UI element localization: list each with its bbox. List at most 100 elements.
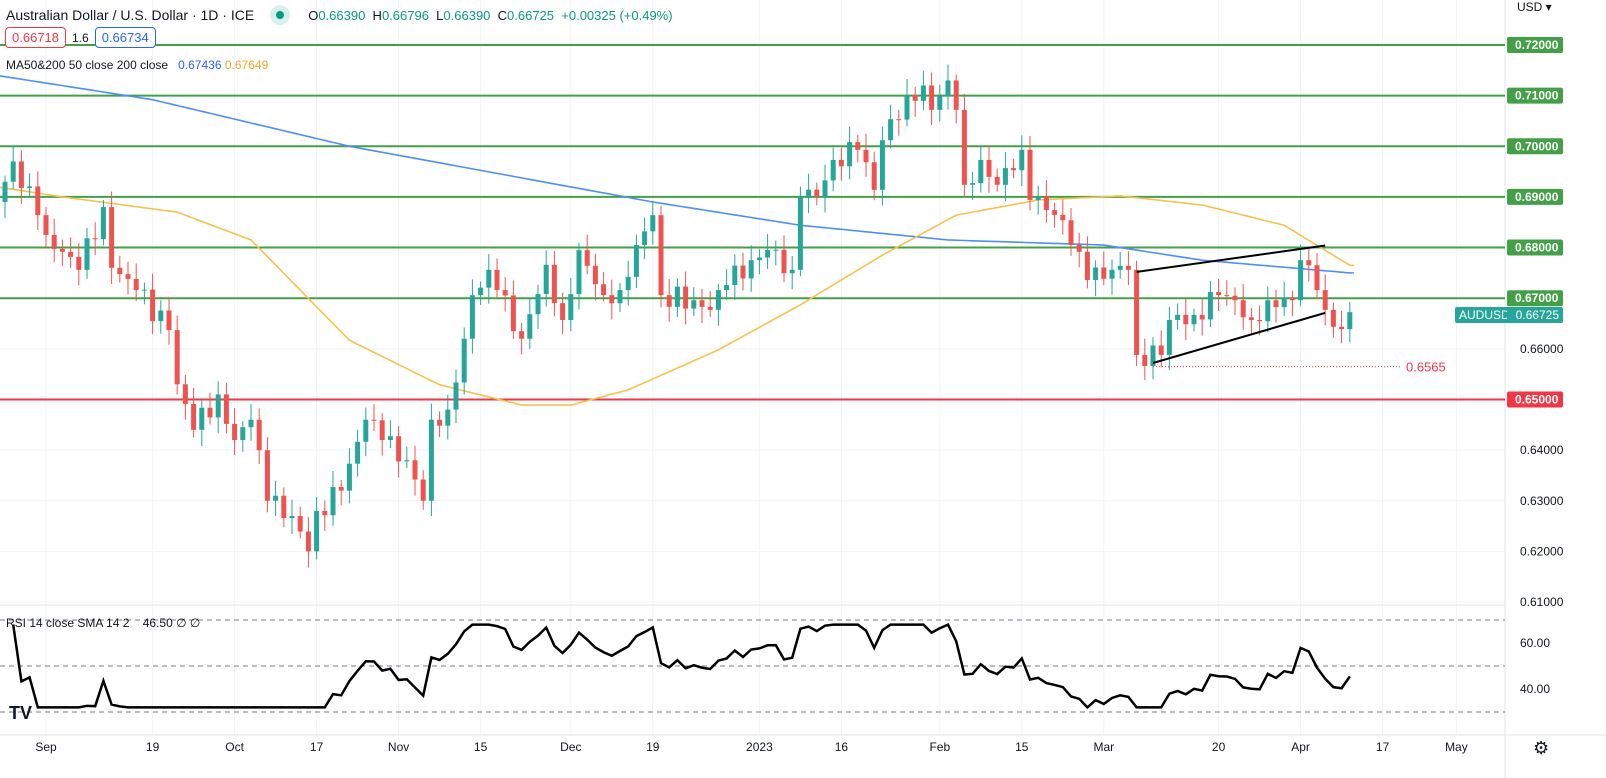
candle-body [371, 419, 377, 421]
candle-body [2, 181, 8, 202]
time-axis-label: 19 [146, 740, 160, 754]
rsi-legend[interactable]: RSI 14 close SMA 14 2 46.50 ∅ ∅ [6, 616, 200, 630]
price-axis-label: 0.64000 [1520, 443, 1564, 457]
candle-body [182, 384, 188, 404]
candle-body [1199, 314, 1205, 320]
support-label: 0.6565 [1406, 360, 1446, 375]
candle-body [387, 436, 393, 440]
candle-body [633, 245, 639, 277]
level-price-tag [1507, 188, 1563, 205]
candle-body [568, 294, 574, 320]
candle-body [756, 257, 762, 261]
candle-body [338, 487, 344, 491]
candle-body [264, 450, 270, 501]
candle-body [740, 265, 746, 279]
candle-body [158, 310, 164, 322]
candle-body [240, 427, 246, 440]
rsi-axis-label: 60.00 [1520, 636, 1550, 650]
candle-body [1060, 214, 1066, 221]
candle-body [76, 256, 82, 270]
time-axis-label: Feb [929, 740, 950, 754]
ma-label: MA50&200 50 close 200 close [6, 58, 169, 72]
candle-body [1330, 309, 1336, 327]
candle-body [683, 286, 689, 309]
time-axis-label: 15 [1015, 740, 1029, 754]
buy-button[interactable]: 0.66734 [94, 27, 156, 48]
level-price-label: 0.67000 [1515, 291, 1559, 305]
candle-body [92, 238, 98, 240]
tradingview-logo-icon[interactable]: TV [9, 703, 33, 723]
candle-body [797, 196, 803, 270]
candle-body [1207, 292, 1213, 320]
candle-body [404, 460, 410, 462]
candle-body [322, 510, 328, 516]
time-axis-label: May [1445, 740, 1468, 754]
candle-body [609, 295, 615, 304]
symbol-title[interactable]: Australian Dollar / U.S. Dollar · 1D · I… [6, 7, 255, 23]
candle-body [551, 264, 557, 304]
candle-body [174, 330, 180, 385]
candle-body [1076, 245, 1082, 252]
candle-body [715, 290, 721, 310]
candle-body [10, 161, 16, 182]
candle-body [601, 284, 607, 296]
candle-body [519, 331, 525, 339]
candle-body [1166, 319, 1172, 355]
candle-body [1142, 354, 1148, 366]
candle-body [51, 234, 57, 249]
level-price-tag [1507, 138, 1563, 155]
candle-body [396, 436, 402, 462]
candle-body [707, 306, 713, 310]
candle-body [1248, 317, 1254, 320]
candle-body [346, 463, 352, 491]
price-axis-label: 0.66000 [1520, 342, 1564, 356]
candle-body [945, 80, 951, 96]
candle-body [379, 420, 385, 440]
candle-body [363, 419, 369, 442]
candle-body [1306, 260, 1312, 266]
level-price-label: 0.68000 [1515, 241, 1559, 255]
candle-body [1043, 196, 1049, 211]
ma50-value: 0.67649 [224, 58, 269, 72]
candle-body [920, 85, 926, 101]
ma50-line [0, 186, 1354, 406]
candle-body [822, 180, 828, 197]
candle-body [691, 300, 697, 309]
candle-body [781, 249, 787, 274]
candle-body [978, 159, 984, 184]
rsi-line [11, 622, 1351, 710]
candle-body [1002, 168, 1008, 185]
candle-body [166, 310, 172, 331]
currency-selector[interactable]: USD ▾ [1517, 0, 1552, 14]
candle-body [510, 295, 516, 332]
spread: 1.6 [72, 30, 89, 45]
candle-body [666, 295, 672, 307]
sell-button[interactable]: 0.66718 [5, 27, 66, 48]
level-price-label: 0.71000 [1515, 89, 1559, 103]
candle-body [1322, 290, 1328, 310]
candle-body [133, 278, 139, 291]
candle-body [929, 85, 935, 110]
candle-body [223, 394, 229, 424]
time-axis-label: Apr [1291, 740, 1310, 754]
price-axis-label: 0.62000 [1520, 544, 1564, 558]
candle-body [1224, 295, 1230, 297]
candle-body [125, 274, 131, 279]
candle-body [986, 159, 992, 177]
candle-body [215, 394, 221, 418]
candle-body [314, 510, 320, 552]
candle-body [1150, 345, 1156, 366]
candle-body [1068, 220, 1074, 246]
candle-body [592, 265, 598, 285]
candle-body [1134, 269, 1140, 355]
ma-legend[interactable]: MA50&200 50 close 200 close 0.67436 0.67… [6, 58, 268, 72]
candle-body [1281, 297, 1287, 308]
candle-body [773, 249, 779, 251]
candle-body [1240, 300, 1246, 318]
candle-body [961, 109, 967, 185]
time-axis-label: 17 [1376, 740, 1390, 754]
settings-gear-icon[interactable]: ⚙ [1533, 738, 1550, 758]
candle-body [35, 186, 41, 216]
time-axis-label: 20 [1212, 740, 1226, 754]
